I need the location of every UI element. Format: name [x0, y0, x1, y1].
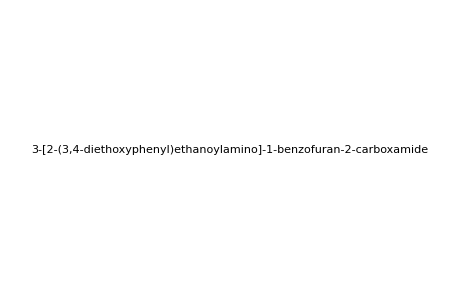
Text: 3-[2-(3,4-diethoxyphenyl)ethanoylamino]-1-benzofuran-2-carboxamide: 3-[2-(3,4-diethoxyphenyl)ethanoylamino]-… — [31, 145, 428, 155]
